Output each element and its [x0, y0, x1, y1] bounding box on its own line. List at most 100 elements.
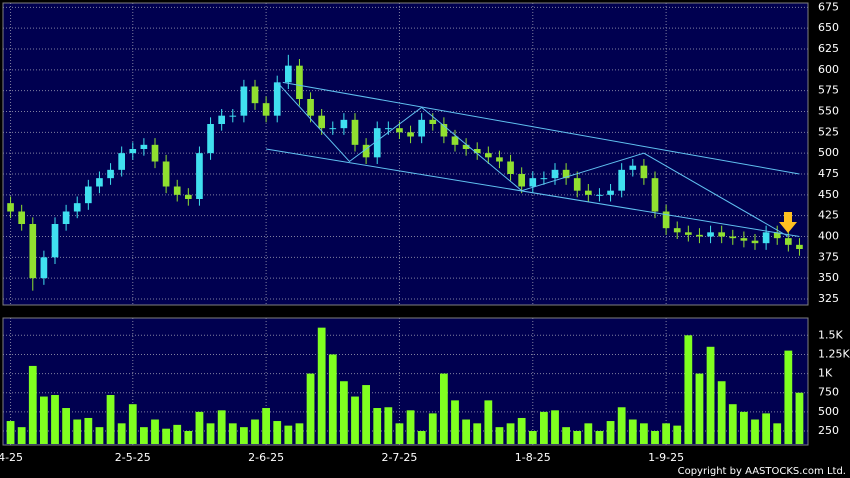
volume-bar	[162, 428, 170, 444]
volume-panel	[2, 317, 809, 446]
candle-body	[318, 115, 325, 129]
volume-bar	[695, 373, 704, 444]
candle-body	[518, 174, 525, 187]
candle-body	[107, 169, 114, 179]
candle-body	[73, 203, 81, 212]
volume-bar	[417, 430, 426, 444]
volume-bar	[706, 346, 715, 444]
volume-bar	[51, 395, 59, 444]
candle-body	[673, 228, 681, 233]
volume-bar	[551, 410, 559, 444]
candle-body	[240, 86, 248, 116]
candle-body	[285, 65, 292, 83]
y-tick-label: 625	[818, 42, 839, 55]
volume-bar	[506, 423, 515, 444]
volume-bar	[606, 421, 615, 444]
y-tick-label: 575	[818, 84, 839, 97]
candle-body	[429, 119, 437, 124]
volume-bar	[495, 427, 504, 444]
candle-body	[651, 178, 659, 212]
candle-body	[85, 186, 92, 204]
volume-bar	[73, 419, 82, 444]
volume-bar	[673, 425, 682, 444]
candle-body	[251, 86, 259, 104]
price-panel	[2, 2, 809, 306]
y-tick-label: 425	[818, 209, 839, 222]
volume-bar	[451, 400, 459, 444]
volume-bar	[484, 400, 493, 444]
y-tick-label: 600	[818, 63, 839, 76]
candle-body	[185, 194, 192, 199]
volume-bar	[573, 430, 582, 444]
y2-tick-label: 1K	[818, 367, 833, 380]
candle-body	[373, 128, 381, 158]
volume-bar	[351, 396, 359, 444]
candle-body	[18, 211, 25, 224]
volume-bar	[662, 423, 670, 444]
trendline	[276, 81, 789, 237]
candle-body	[40, 257, 48, 279]
candle-body	[118, 153, 125, 170]
y-tick-label: 350	[818, 271, 839, 284]
y-tick-label: 650	[818, 21, 839, 34]
candle-body	[229, 115, 237, 117]
candle-body	[551, 169, 559, 179]
volume-bar	[273, 421, 282, 444]
volume-bar	[328, 354, 337, 444]
y2-tick-label: 250	[818, 424, 839, 437]
volume-bar	[117, 423, 126, 444]
volume-bar	[751, 419, 759, 444]
candle-body	[273, 82, 281, 116]
candle-body	[418, 119, 425, 137]
candle-body	[740, 238, 748, 241]
candle-body	[618, 169, 625, 191]
candle-body	[451, 136, 459, 145]
volume-bar	[773, 423, 782, 444]
candle-body	[462, 144, 470, 149]
volume-bar	[384, 407, 393, 444]
candle-body	[296, 65, 303, 99]
volume-bar	[795, 392, 804, 444]
volume-bar	[95, 427, 104, 444]
candle-body	[62, 211, 70, 224]
volume-bar	[540, 411, 548, 444]
candle-body	[596, 194, 603, 196]
volume-bar	[651, 430, 659, 444]
volume-bar	[762, 413, 770, 444]
candle-body	[573, 178, 581, 191]
volume-bar	[406, 410, 415, 444]
candle-body	[207, 124, 214, 154]
candle-body	[196, 153, 203, 199]
volume-bar	[151, 419, 159, 444]
x-tick-label: 1-9-25	[648, 451, 684, 464]
volume-bar	[628, 419, 637, 444]
y2-tick-label: 500	[818, 405, 839, 418]
candle-body	[151, 144, 159, 162]
candle-body	[507, 161, 514, 174]
volume-bar	[217, 410, 226, 444]
candle-body	[96, 178, 103, 187]
candle-body	[162, 161, 170, 187]
candle-body	[307, 99, 314, 116]
candle-body	[607, 190, 614, 195]
candle-body	[540, 178, 548, 180]
volume-bar	[173, 424, 182, 444]
candle-body	[340, 119, 348, 129]
volume-bar	[617, 407, 626, 444]
volume-bar	[728, 404, 737, 444]
candle-body	[140, 144, 148, 149]
volume-bar	[306, 373, 315, 444]
y2-tick-label: 1.5K	[818, 328, 843, 341]
candle-body	[729, 236, 737, 239]
candle-body	[751, 240, 759, 244]
volume-bar	[84, 417, 93, 444]
candle-body	[262, 103, 270, 116]
y-tick-label: 400	[818, 230, 839, 243]
copyright: Copyright by AASTOCKS.com Ltd.	[678, 466, 846, 477]
volume-bar	[562, 427, 570, 444]
y-tick-label: 475	[818, 167, 839, 180]
volume-bar	[584, 423, 593, 444]
volume-bar	[140, 427, 148, 444]
